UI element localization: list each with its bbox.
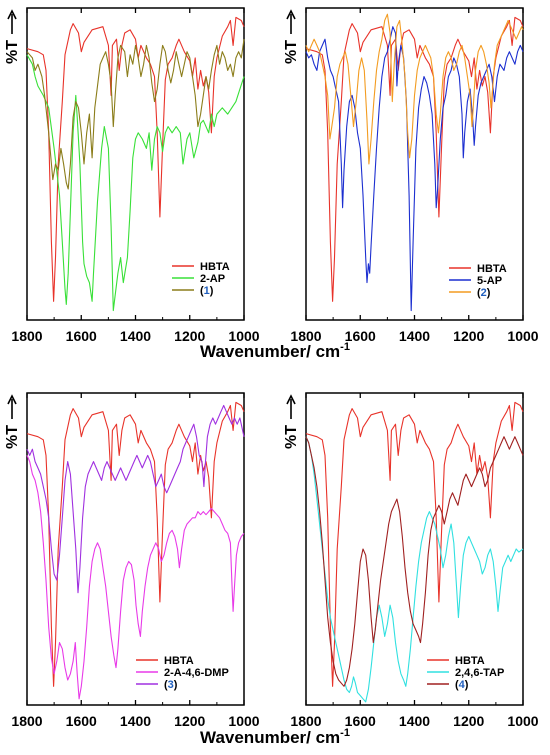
- x-tick-label: 1400: [120, 713, 151, 729]
- y-axis-label: %T: [283, 40, 300, 64]
- series-line-2: [305, 26, 524, 312]
- y-axis-arrowhead: [286, 9, 296, 20]
- x-tick-label: 1600: [66, 713, 97, 729]
- x-tick-label: 1600: [345, 328, 376, 344]
- x-tick-label: 1800: [290, 328, 321, 344]
- x-tick-label: 1200: [453, 328, 484, 344]
- x-axis-title: Wavenumber/ cm-1: [200, 341, 350, 361]
- series-line-2: [26, 54, 245, 312]
- series-line-3: [305, 436, 524, 687]
- x-tick-label: 1200: [174, 713, 205, 729]
- legend-label: (3): [164, 679, 178, 691]
- legend-label: HBTA: [455, 655, 485, 667]
- legend-label: 5-AP: [477, 275, 502, 287]
- y-axis-arrowhead: [286, 394, 296, 405]
- y-axis-arrowhead: [7, 9, 17, 20]
- x-tick-label: 1800: [290, 713, 321, 729]
- series-line-1: [305, 16, 524, 302]
- y-axis-label: %T: [283, 425, 300, 449]
- series-line-2: [305, 436, 524, 703]
- x-tick-label: 1400: [120, 328, 151, 344]
- x-tick-label: 1200: [174, 328, 205, 344]
- x-tick-label: 1800: [11, 328, 42, 344]
- x-tick-label: 1000: [228, 328, 259, 344]
- x-tick-label: 1000: [228, 713, 259, 729]
- series-line-1: [305, 401, 524, 687]
- series-line-2: [26, 455, 245, 700]
- x-axis-title: Wavenumber/ cm-1: [200, 727, 350, 747]
- series-line-3: [26, 39, 245, 190]
- y-axis-arrowhead: [7, 394, 17, 405]
- series-line-1: [26, 401, 245, 687]
- legend-label: 2,4,6-TAP: [455, 667, 504, 679]
- series-line-3: [26, 404, 245, 594]
- x-tick-label: 1000: [507, 713, 538, 729]
- x-tick-label: 1600: [66, 328, 97, 344]
- x-tick-label: 1400: [399, 713, 430, 729]
- x-tick-label: 1000: [507, 328, 538, 344]
- x-tick-label: 1400: [399, 328, 430, 344]
- legend-label: 2-AP: [200, 273, 225, 285]
- series-line-1: [26, 16, 245, 302]
- y-axis-label: %T: [4, 40, 21, 64]
- series-line-3: [305, 13, 524, 165]
- legend-label: (1): [200, 285, 214, 297]
- legend-label: (2): [477, 287, 491, 299]
- legend-label: HBTA: [477, 263, 507, 275]
- x-tick-label: 1200: [453, 713, 484, 729]
- x-tick-label: 1800: [11, 713, 42, 729]
- legend-label: HBTA: [164, 655, 194, 667]
- legend-label: HBTA: [200, 261, 230, 273]
- legend-label: 2-A-4,6-DMP: [164, 667, 229, 679]
- x-tick-label: 1600: [345, 713, 376, 729]
- y-axis-label: %T: [4, 425, 21, 449]
- legend-label: (4): [455, 679, 469, 691]
